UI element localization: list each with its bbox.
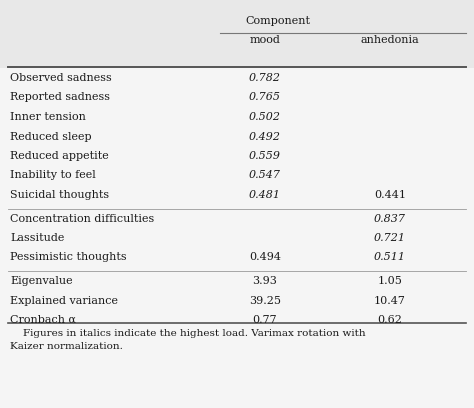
Text: 0.502: 0.502: [249, 112, 281, 122]
Text: Component: Component: [245, 16, 310, 26]
Text: Figures in italics indicate the highest load. Varimax rotation with: Figures in italics indicate the highest …: [10, 329, 365, 338]
Text: 0.721: 0.721: [374, 233, 406, 243]
Text: 39.25: 39.25: [249, 295, 281, 306]
Text: 0.62: 0.62: [378, 315, 402, 325]
Text: 0.494: 0.494: [249, 253, 281, 262]
Text: 0.77: 0.77: [253, 315, 277, 325]
Text: 0.481: 0.481: [249, 190, 281, 200]
Text: 10.47: 10.47: [374, 295, 406, 306]
Text: 0.837: 0.837: [374, 213, 406, 224]
Text: Cronbach α: Cronbach α: [10, 315, 76, 325]
Text: 3.93: 3.93: [253, 276, 277, 286]
Text: Observed sadness: Observed sadness: [10, 73, 112, 83]
Text: Eigenvalue: Eigenvalue: [10, 276, 73, 286]
Text: Suicidal thoughts: Suicidal thoughts: [10, 190, 109, 200]
Text: 0.765: 0.765: [249, 93, 281, 102]
Text: Kaizer normalization.: Kaizer normalization.: [10, 342, 123, 351]
Text: Reported sadness: Reported sadness: [10, 93, 110, 102]
Text: 0.441: 0.441: [374, 190, 406, 200]
Text: 0.547: 0.547: [249, 171, 281, 180]
Text: Reduced sleep: Reduced sleep: [10, 131, 91, 142]
Text: Explained variance: Explained variance: [10, 295, 118, 306]
Text: 1.05: 1.05: [378, 276, 402, 286]
Text: 0.782: 0.782: [249, 73, 281, 83]
Text: Reduced appetite: Reduced appetite: [10, 151, 109, 161]
Text: 0.492: 0.492: [249, 131, 281, 142]
Text: mood: mood: [250, 35, 281, 45]
Text: Inner tension: Inner tension: [10, 112, 86, 122]
Text: Lassitude: Lassitude: [10, 233, 64, 243]
Bar: [0, 0, 474, 68]
Text: Pessimistic thoughts: Pessimistic thoughts: [10, 253, 127, 262]
Text: anhedonia: anhedonia: [361, 35, 419, 45]
Text: Inability to feel: Inability to feel: [10, 171, 96, 180]
Text: 0.559: 0.559: [249, 151, 281, 161]
Text: Concentration difficulties: Concentration difficulties: [10, 213, 154, 224]
Text: 0.511: 0.511: [374, 253, 406, 262]
